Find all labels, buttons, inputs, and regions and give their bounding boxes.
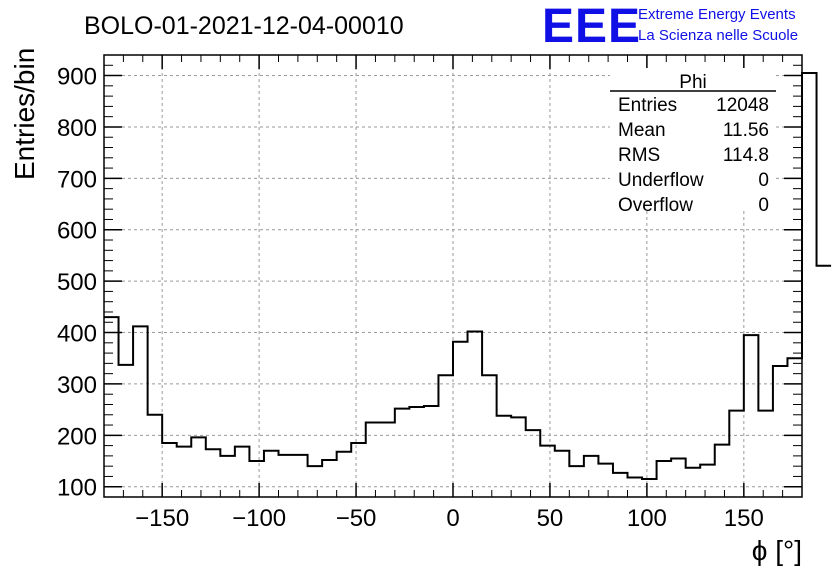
stats-label: Entries	[618, 95, 677, 116]
x-tick-label: −150	[135, 505, 189, 532]
x-tick-label: −100	[232, 505, 286, 532]
eee-logo-mark: EEE	[542, 0, 641, 53]
histogram-series-line	[104, 71, 832, 481]
stats-rows: Entries 12048 Mean 11.56 RMS 114.8 Underflow 0 O…	[618, 95, 769, 216]
x-tick-label: 50	[537, 505, 564, 532]
tick-labels: −150 −100 −50 0 50 100 150 100 200 300 400 500 600 70…	[57, 64, 764, 532]
eee-logo: EEE Extreme Energy Events La Scienza nel…	[542, 0, 798, 53]
y-tick-label: 500	[57, 269, 97, 296]
stats-value: 0	[758, 170, 769, 191]
x-axis-label: ϕ [°]	[752, 535, 802, 566]
y-tick-label: 700	[57, 166, 97, 193]
x-tick-label: 0	[446, 505, 459, 532]
y-tick-label: 300	[57, 372, 97, 399]
stats-label: Underflow	[618, 170, 704, 191]
y-tick-label: 900	[57, 64, 97, 91]
stats-title: Phi	[679, 72, 706, 93]
stats-value: 114.8	[723, 145, 769, 166]
stats-label: Overflow	[618, 195, 693, 216]
eee-logo-line1: Extreme Energy Events	[638, 6, 796, 23]
eee-logo-line2: La Scienza nelle Scuole	[638, 27, 798, 44]
y-tick-label: 100	[57, 475, 97, 502]
y-tick-label: 800	[57, 115, 97, 142]
y-tick-label: 600	[57, 218, 97, 245]
y-axis-label: Entries/bin	[9, 48, 40, 180]
y-tick-label: 400	[57, 321, 97, 348]
axis-ticks	[103, 54, 803, 498]
x-tick-label: 100	[627, 505, 667, 532]
stats-value: 11.56	[723, 120, 769, 141]
stats-label: RMS	[618, 145, 660, 166]
stats-value: 12048	[716, 95, 769, 116]
x-tick-label: −50	[336, 505, 377, 532]
x-tick-label: 150	[724, 505, 764, 532]
chart-title: BOLO-01-2021-12-04-00010	[84, 12, 404, 40]
stats-label: Mean	[618, 120, 666, 141]
stats-value: 0	[758, 195, 769, 216]
y-tick-label: 200	[57, 423, 97, 450]
stats-box: Phi Entries 12048 Mean 11.56 RMS 114.8 Underfl…	[610, 68, 776, 216]
